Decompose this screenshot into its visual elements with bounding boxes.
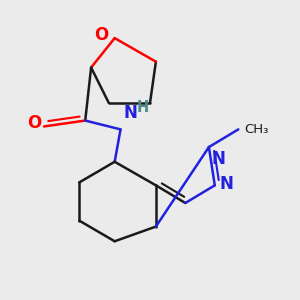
Text: H: H — [137, 100, 149, 115]
Text: N: N — [124, 104, 137, 122]
Text: N: N — [212, 150, 226, 168]
Text: O: O — [27, 115, 41, 133]
Text: O: O — [94, 26, 109, 44]
Text: N: N — [219, 175, 233, 193]
Text: CH₃: CH₃ — [244, 123, 268, 136]
